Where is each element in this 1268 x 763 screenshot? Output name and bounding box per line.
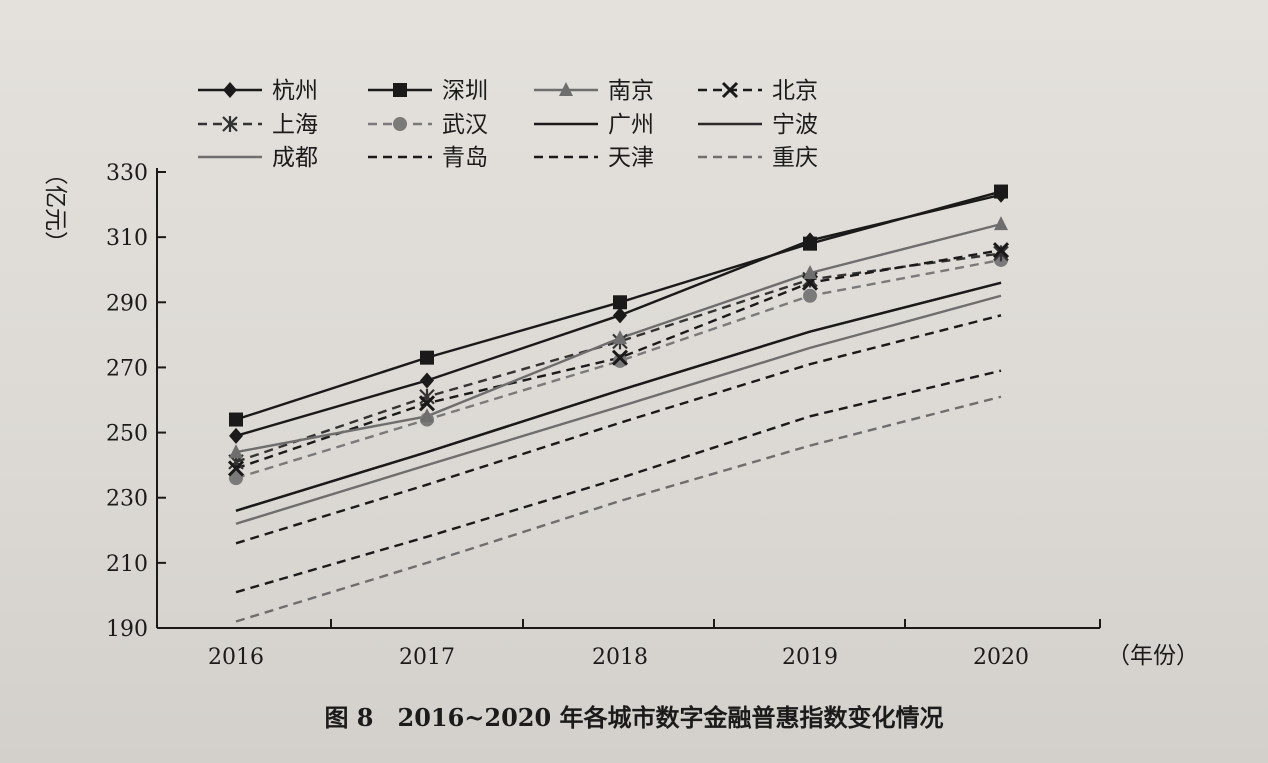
series-line-11 xyxy=(235,369,1002,594)
data-point-series-1 xyxy=(803,232,817,249)
data-point-series-4 xyxy=(611,349,629,366)
data-point-series-1 xyxy=(613,307,627,324)
series-line-12 xyxy=(235,395,1002,623)
legend-label: 深圳 xyxy=(442,78,488,104)
x-tick-label: 2016 xyxy=(208,645,264,670)
y-tick-label: 310 xyxy=(106,226,148,251)
data-point-series-3 xyxy=(803,264,817,279)
series-line-4 xyxy=(235,248,1002,470)
data-point-series-1 xyxy=(420,372,434,389)
line-chart: 190 210 230 250 270 290 310 330 2016 2017 2018 2019… xyxy=(42,78,1199,670)
y-tick-label: 250 xyxy=(106,422,148,447)
series-line-6 xyxy=(235,258,1002,480)
data-point-series-1 xyxy=(229,427,243,444)
data-point-series-1 xyxy=(994,186,1008,203)
series-line-10 xyxy=(235,314,1002,545)
legend-marker xyxy=(721,81,739,99)
y-axis-label: （亿元） xyxy=(42,162,68,254)
series-line-5 xyxy=(235,252,1002,464)
x-tick-label: 2018 xyxy=(592,645,648,670)
legend-label: 成都 xyxy=(272,145,318,171)
y-tick-label: 190 xyxy=(106,617,148,642)
legend-label: 重庆 xyxy=(772,145,818,171)
legend-label: 广州 xyxy=(608,112,654,138)
data-point-series-4 xyxy=(992,242,1010,259)
y-tick-label: 330 xyxy=(106,161,148,186)
series-line-9 xyxy=(235,294,1002,525)
data-point-series-3 xyxy=(994,216,1008,231)
data-point-series-2 xyxy=(613,295,627,310)
data-point-series-2 xyxy=(229,412,243,427)
legend-marker xyxy=(223,82,237,98)
figure-caption: 图 8 2016~2020 年各城市数字金融普惠指数变化情况 xyxy=(324,703,944,732)
legend-marker xyxy=(222,116,238,132)
y-tick-label: 230 xyxy=(106,487,148,512)
legend-label: 杭州 xyxy=(272,78,318,104)
legend-label: 上海 xyxy=(272,112,318,138)
data-point-series-6 xyxy=(229,471,243,486)
series-line-7 xyxy=(235,281,1002,512)
data-point-series-3 xyxy=(420,408,434,423)
legend-marker xyxy=(393,117,407,131)
x-axis-label: （年份） xyxy=(1107,643,1199,669)
legend-label: 北京 xyxy=(772,78,818,104)
data-point-series-4 xyxy=(227,460,245,477)
data-point-series-3 xyxy=(613,330,627,345)
data-point-series-4 xyxy=(418,395,436,412)
y-tick-label: 270 xyxy=(106,356,148,381)
y-tick-label: 210 xyxy=(106,552,148,577)
legend-marker xyxy=(559,82,573,96)
legend-label: 武汉 xyxy=(442,112,488,138)
legend-label: 宁波 xyxy=(772,112,818,138)
data-point-series-2 xyxy=(420,350,434,365)
legend-label: 天津 xyxy=(608,145,654,171)
legend-label: 青岛 xyxy=(442,145,488,171)
data-point-series-6 xyxy=(613,353,627,368)
data-point-series-6 xyxy=(803,288,817,303)
legend-label: 南京 xyxy=(608,78,654,104)
legend-marker xyxy=(393,83,407,97)
data-point-series-3 xyxy=(229,444,243,459)
y-tick-label: 290 xyxy=(106,291,148,316)
x-tick-label: 2019 xyxy=(782,645,838,670)
x-tick-label: 2017 xyxy=(399,645,455,670)
x-tick-label: 2020 xyxy=(973,645,1029,670)
